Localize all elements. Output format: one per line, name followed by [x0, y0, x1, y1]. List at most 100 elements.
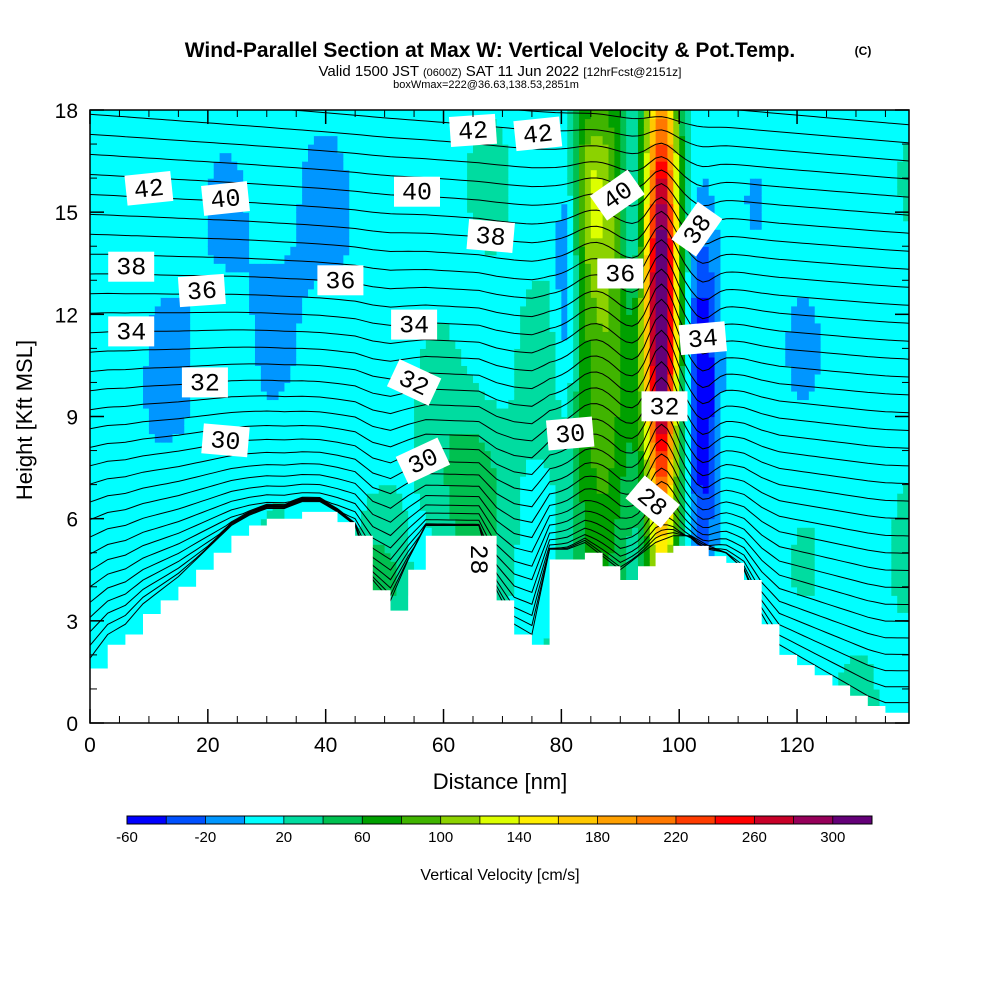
- velocity-cell: [443, 442, 451, 452]
- velocity-cell: [172, 510, 179, 520]
- velocity-cell: [478, 288, 486, 298]
- velocity-cell: [184, 144, 191, 154]
- velocity-cell: [131, 407, 138, 418]
- velocity-cell: [95, 152, 103, 162]
- velocity-cell: [349, 144, 356, 154]
- velocity-cell: [313, 416, 321, 426]
- velocity-cell: [184, 467, 191, 477]
- velocity-cell: [119, 246, 126, 256]
- velocity-cell: [378, 339, 386, 349]
- velocity-cell: [272, 348, 280, 358]
- velocity-cell: [260, 288, 268, 298]
- velocity-cell: [402, 407, 409, 418]
- velocity-cell: [178, 407, 185, 418]
- velocity-cell: [237, 348, 244, 358]
- velocity-cell: [461, 518, 468, 528]
- velocity-cell: [461, 467, 468, 477]
- velocity-cell: [396, 535, 403, 545]
- velocity-cell: [490, 161, 498, 171]
- velocity-cell: [201, 127, 209, 137]
- velocity-cell: [225, 339, 233, 349]
- velocity-cell: [366, 314, 374, 324]
- velocity-cell: [101, 569, 109, 579]
- velocity-cell: [249, 484, 256, 494]
- velocity-cell: [231, 322, 238, 332]
- velocity-cell: [260, 212, 268, 222]
- velocity-cell: [101, 433, 109, 443]
- velocity-cell: [490, 271, 498, 281]
- velocity-cell: [231, 339, 238, 349]
- velocity-cell: [425, 407, 433, 418]
- velocity-cell: [178, 110, 185, 120]
- velocity-cell: [213, 237, 221, 247]
- velocity-cell: [461, 484, 468, 494]
- velocity-cell: [131, 569, 138, 579]
- velocity-cell: [396, 229, 403, 239]
- velocity-cell: [467, 331, 474, 341]
- velocity-cell: [361, 399, 368, 409]
- velocity-cell: [390, 416, 397, 426]
- velocity-cell: [254, 373, 262, 384]
- velocity-cell: [249, 442, 256, 452]
- velocity-cell: [231, 229, 238, 239]
- velocity-cell: [355, 416, 362, 426]
- velocity-cell: [143, 237, 150, 247]
- velocity-cell: [254, 356, 262, 367]
- velocity-cell: [137, 425, 144, 435]
- velocity-cell: [390, 271, 397, 281]
- velocity-cell: [425, 246, 433, 256]
- velocity-cell: [231, 501, 238, 511]
- velocity-cell: [190, 450, 197, 460]
- velocity-cell: [243, 331, 250, 341]
- velocity-cell: [207, 152, 215, 162]
- velocity-cell: [148, 237, 156, 247]
- velocity-cell: [237, 169, 244, 179]
- velocity-cell: [478, 305, 486, 315]
- velocity-cell: [331, 229, 339, 239]
- velocity-cell: [467, 501, 474, 511]
- velocity-cell: [125, 382, 132, 392]
- velocity-cell: [402, 263, 409, 273]
- velocity-cell: [101, 399, 109, 409]
- velocity-cell: [196, 501, 203, 511]
- velocity-cell: [343, 433, 350, 443]
- velocity-cell: [461, 152, 468, 162]
- velocity-cell: [143, 118, 150, 128]
- velocity-cell: [249, 297, 256, 307]
- velocity-cell: [113, 603, 121, 613]
- velocity-cell: [272, 510, 280, 520]
- velocity-cell: [113, 161, 121, 171]
- velocity-cell: [101, 493, 109, 503]
- velocity-cell: [414, 433, 421, 443]
- velocity-cell: [313, 135, 321, 145]
- velocity-cell: [143, 518, 150, 528]
- velocity-cell: [154, 569, 162, 579]
- velocity-cell: [425, 263, 433, 273]
- velocity-cell: [196, 229, 203, 239]
- velocity-cell: [490, 212, 498, 222]
- velocity-cell: [243, 459, 250, 469]
- velocity-cell: [143, 356, 150, 367]
- velocity-cell: [284, 305, 291, 315]
- velocity-cell: [101, 127, 109, 137]
- velocity-cell: [237, 254, 244, 264]
- velocity-cell: [172, 578, 179, 588]
- velocity-cell: [101, 620, 109, 630]
- velocity-cell: [414, 263, 421, 273]
- velocity-cell: [443, 399, 451, 409]
- velocity-cell: [472, 390, 480, 401]
- velocity-cell: [331, 348, 339, 358]
- velocity-cell: [455, 390, 462, 401]
- velocity-cell: [302, 263, 309, 273]
- velocity-cell: [225, 305, 233, 315]
- velocity-cell: [361, 348, 368, 358]
- velocity-cell: [178, 433, 185, 443]
- velocity-cell: [254, 365, 262, 375]
- velocity-cell: [331, 297, 339, 307]
- velocity-cell: [484, 399, 492, 409]
- velocity-cell: [478, 152, 486, 162]
- chart-title: Wind-Parallel Section at Max W: Vertical…: [185, 39, 796, 62]
- velocity-cell: [455, 178, 462, 188]
- velocity-cell: [243, 212, 250, 222]
- velocity-cell: [148, 135, 156, 145]
